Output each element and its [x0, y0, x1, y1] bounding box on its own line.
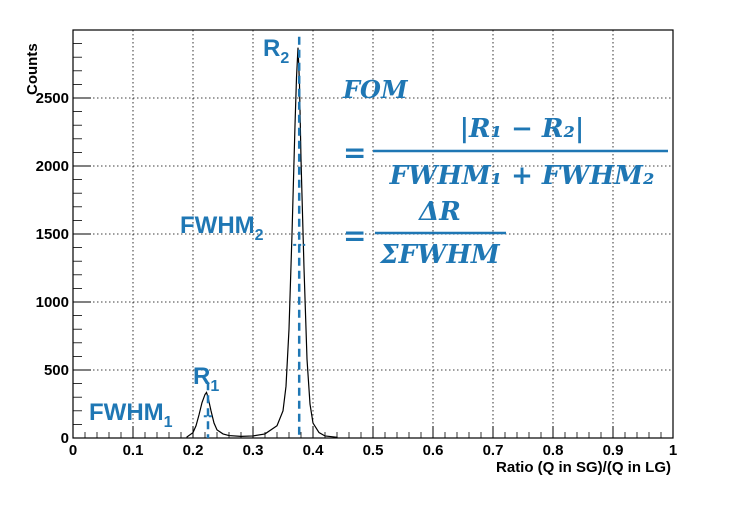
x-tick-label: 0.2	[183, 442, 204, 459]
y-tick-label: 500	[44, 362, 69, 379]
x-tick-label: 0.1	[123, 442, 144, 459]
fwhm2-subscript: 2	[255, 227, 264, 244]
tick-labels: 0 0.1 0.2 0.3 0.4 0.5 0.6 0.7 0.8 0.9 1 0 500 1000 150…	[36, 90, 678, 459]
formula-denominator-2: ΣFWHM	[379, 240, 501, 270]
y-tick-label: 0	[61, 430, 69, 447]
formula-numerator-1: |R₁ − R₂|	[460, 114, 585, 144]
formula-equals-2: =	[343, 219, 366, 252]
y-tick-label: 2000	[36, 158, 69, 175]
grid	[73, 30, 673, 438]
histogram-curve	[186, 47, 338, 438]
histogram-layer	[186, 47, 338, 438]
fwhm2-label: FWHM2	[180, 212, 264, 244]
fwhm1-subscript: 1	[164, 414, 173, 431]
x-tick-label: 0.5	[363, 442, 384, 459]
x-axis-title: Ratio (Q in SG)/(Q in LG)	[496, 459, 671, 476]
x-tick-label: 0.7	[483, 442, 504, 459]
x-tick-label: 0.6	[423, 442, 444, 459]
r2-subscript: 2	[280, 50, 289, 67]
formula-denominator-1: FWHM₁ + FWHM₂	[389, 161, 655, 191]
x-tick-label: 0.3	[243, 442, 264, 459]
x-tick-label: 1	[669, 442, 677, 459]
x-tick-label: 0.8	[543, 442, 564, 459]
y-axis-title: Counts	[24, 43, 41, 95]
formula-fom: FOM	[342, 75, 409, 104]
fwhm1-label: FWHM1	[89, 399, 173, 431]
r1-label: R1	[193, 363, 219, 395]
y-tick-label: 1500	[36, 226, 69, 243]
marker-layer	[203, 36, 306, 438]
x-tick-label: 0.9	[603, 442, 624, 459]
r2-label: R2	[263, 35, 289, 67]
y-tick-label: 2500	[36, 90, 69, 107]
formula-numerator-2: ΔR	[417, 197, 461, 227]
r1-subscript: 1	[210, 378, 219, 395]
x-tick-label: 0	[69, 442, 77, 459]
x-tick-label: 0.4	[303, 442, 325, 459]
formula-equals-1: =	[343, 136, 366, 169]
y-tick-label: 1000	[36, 294, 69, 311]
